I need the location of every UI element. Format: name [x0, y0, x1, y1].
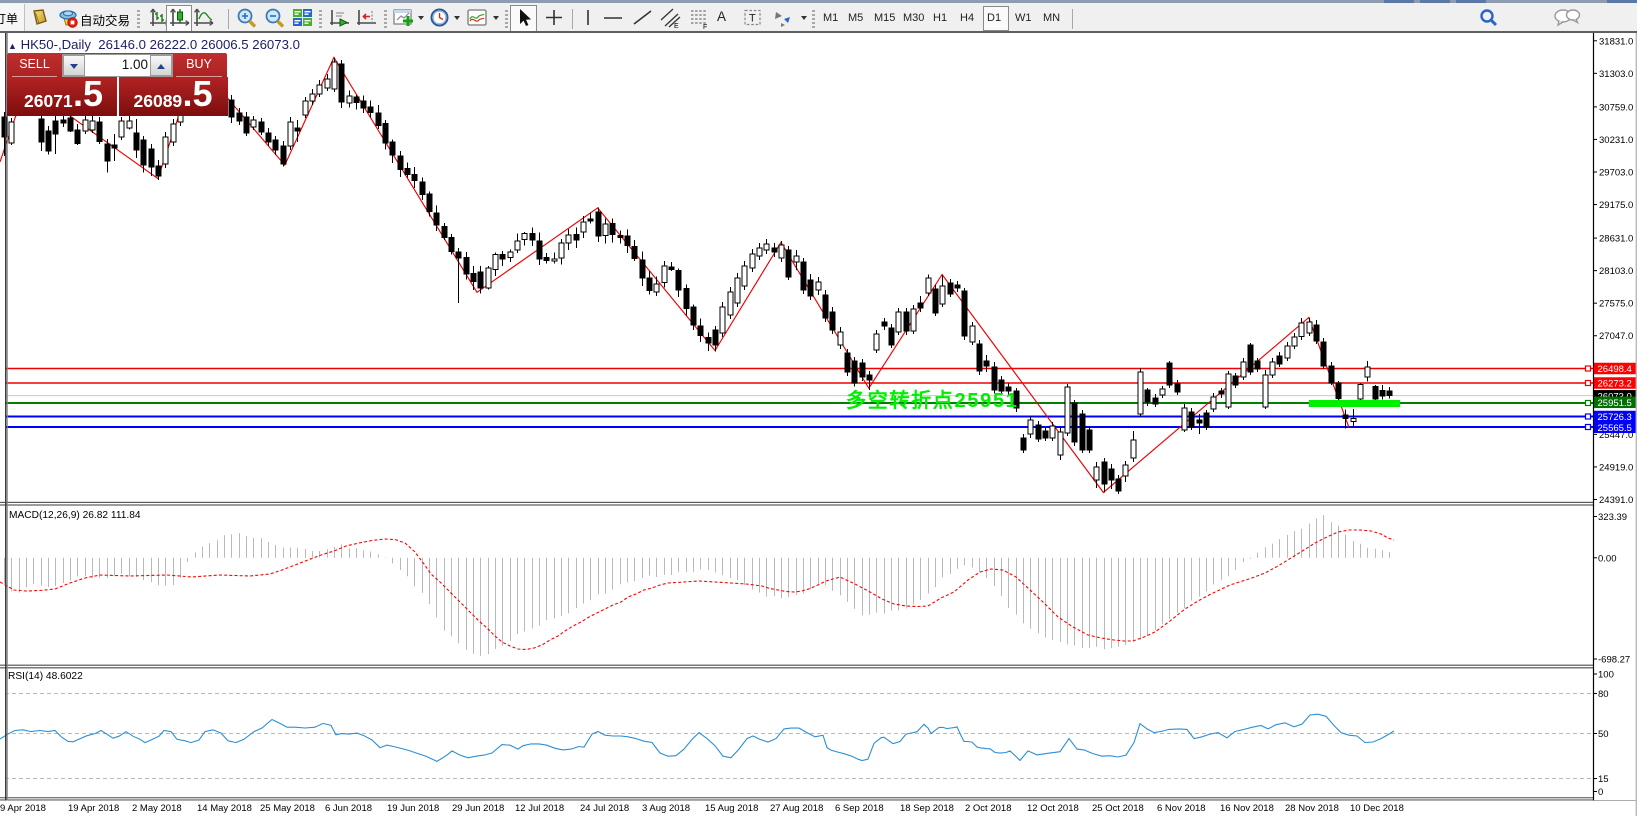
svg-text:12 Oct 2018: 12 Oct 2018 [1027, 803, 1079, 814]
svg-text:27 Aug 2018: 27 Aug 2018 [770, 803, 823, 814]
svg-text:2 Oct 2018: 2 Oct 2018 [965, 803, 1011, 814]
svg-text:80: 80 [1598, 689, 1609, 700]
svg-text:323.39: 323.39 [1598, 512, 1627, 523]
svg-text:27047.0: 27047.0 [1599, 331, 1633, 342]
svg-text:2 May 2018: 2 May 2018 [132, 803, 182, 814]
svg-text:25565.5: 25565.5 [1598, 423, 1632, 434]
svg-text:24391.0: 24391.0 [1599, 495, 1633, 506]
svg-text:25 Oct 2018: 25 Oct 2018 [1092, 803, 1144, 814]
svg-text:26498.4: 26498.4 [1598, 364, 1632, 375]
svg-text:E: E [674, 23, 679, 30]
svg-text:28631.0: 28631.0 [1599, 234, 1633, 245]
svg-text:26273.2: 26273.2 [1598, 379, 1632, 390]
svg-text:15: 15 [1598, 774, 1609, 785]
svg-text:24 Jul 2018: 24 Jul 2018 [580, 803, 629, 814]
svg-text:29703.0: 29703.0 [1599, 167, 1633, 178]
svg-text:-698.27: -698.27 [1598, 655, 1630, 666]
svg-text:25447.0: 25447.0 [1599, 430, 1633, 441]
svg-text:6 Sep 2018: 6 Sep 2018 [835, 803, 884, 814]
svg-text:15 Aug 2018: 15 Aug 2018 [705, 803, 758, 814]
svg-text:0: 0 [1598, 787, 1603, 798]
svg-text:6 Jun 2018: 6 Jun 2018 [325, 803, 372, 814]
svg-text:6 Nov 2018: 6 Nov 2018 [1157, 803, 1206, 814]
svg-text:25951.5: 25951.5 [1598, 398, 1632, 409]
svg-text:0.00: 0.00 [1598, 553, 1617, 564]
svg-text:T: T [749, 13, 756, 25]
svg-text:29 Jun 2018: 29 Jun 2018 [452, 803, 504, 814]
svg-text:28103.0: 28103.0 [1599, 266, 1633, 277]
svg-text:10 Dec 2018: 10 Dec 2018 [1350, 803, 1404, 814]
svg-text:25726.3: 25726.3 [1598, 412, 1632, 423]
svg-text:16 Nov 2018: 16 Nov 2018 [1220, 803, 1274, 814]
svg-text:24919.0: 24919.0 [1599, 462, 1633, 473]
svg-text:25 May 2018: 25 May 2018 [260, 803, 315, 814]
svg-text:31831.0: 31831.0 [1599, 36, 1633, 47]
svg-text:14 May 2018: 14 May 2018 [197, 803, 252, 814]
svg-text:27575.0: 27575.0 [1599, 299, 1633, 310]
svg-text:MACD(12,26,9) 26.82 111.84: MACD(12,26,9) 26.82 111.84 [9, 510, 141, 521]
svg-text:12 Jul 2018: 12 Jul 2018 [515, 803, 564, 814]
svg-text:19 Apr 2018: 19 Apr 2018 [68, 803, 119, 814]
svg-text:19 Jun 2018: 19 Jun 2018 [387, 803, 439, 814]
svg-text:多空转折点25951: 多空转折点25951 [846, 388, 1019, 412]
svg-text:29175.0: 29175.0 [1599, 200, 1633, 211]
svg-text:31303.0: 31303.0 [1599, 69, 1633, 80]
svg-text:50: 50 [1598, 729, 1609, 740]
svg-text:30759.0: 30759.0 [1599, 102, 1633, 113]
svg-text:9 Apr 2018: 9 Apr 2018 [0, 803, 46, 814]
svg-text:RSI(14) 48.6022: RSI(14) 48.6022 [8, 671, 83, 682]
svg-text:100: 100 [1598, 670, 1614, 681]
svg-text:28 Nov 2018: 28 Nov 2018 [1285, 803, 1339, 814]
svg-text:3 Aug 2018: 3 Aug 2018 [642, 803, 690, 814]
svg-text:30231.0: 30231.0 [1599, 135, 1633, 146]
svg-text:F: F [703, 24, 707, 30]
svg-text:18 Sep 2018: 18 Sep 2018 [900, 803, 954, 814]
